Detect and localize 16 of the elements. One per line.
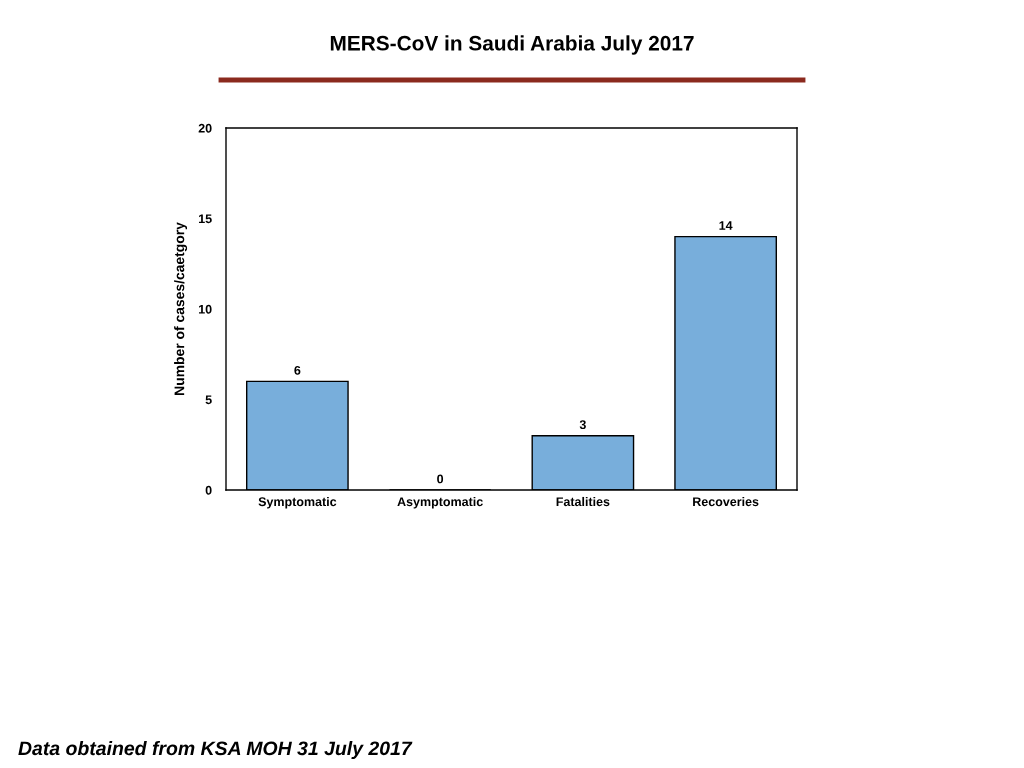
chart-title: MERS-CoV in Saudi Arabia July 2017 — [330, 35, 694, 55]
y-tick-label: 15 — [199, 214, 212, 224]
y-tick-label: 20 — [198, 123, 212, 133]
y-tick-label: 10 — [199, 304, 212, 314]
data-label: 14 — [719, 221, 733, 230]
x-tick-label: Symptomatic — [258, 496, 337, 509]
x-tick-label: Fatalities — [556, 496, 610, 507]
y-tick-label: 5 — [205, 395, 212, 405]
x-tick-label: Recoveries — [693, 496, 759, 507]
y-axis-title: Number of cases/caetgory — [174, 222, 188, 395]
text: Data obtained from KSA MOH 31 July 2017 — [18, 740, 413, 760]
data-label: 6 — [294, 365, 301, 375]
data-label: 0 — [437, 474, 444, 484]
x-tick-label: Asymptomatic — [397, 496, 483, 509]
y-tick-label: 0 — [205, 485, 212, 495]
data-label: 3 — [579, 420, 586, 430]
